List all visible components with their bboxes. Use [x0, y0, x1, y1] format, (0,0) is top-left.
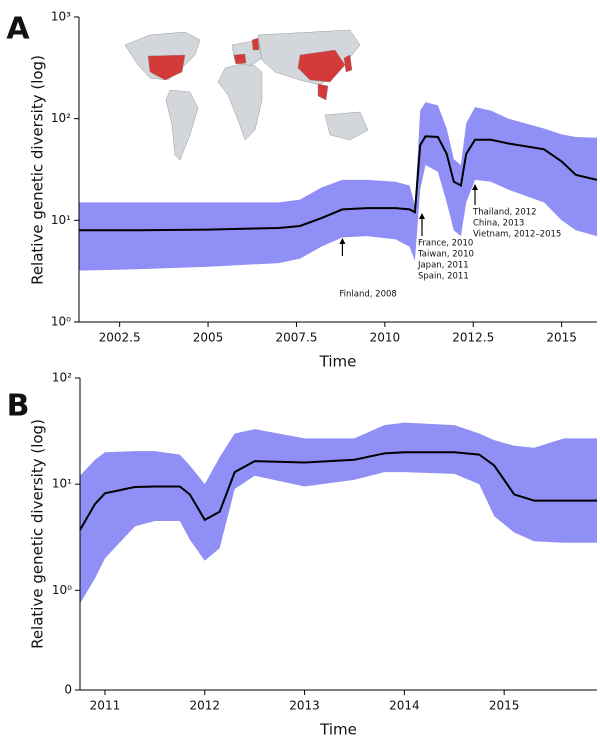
y-tick-label: 10⁰ [51, 315, 71, 329]
x-tick-label: 2007.5 [275, 331, 317, 345]
panel-label: B [7, 389, 30, 424]
y-axis-label: Relative genetic diversity (log) [29, 55, 47, 285]
y-tick-label: 10⁰ [52, 583, 72, 597]
arrow-head [339, 238, 346, 244]
x-axis-label: Time [319, 721, 357, 739]
y-tick-label: 10² [52, 371, 72, 385]
x-tick-label: 2012 [189, 699, 220, 713]
arrow-head [418, 213, 425, 219]
x-axis-label: Time [319, 353, 357, 371]
x-tick-label: 2012.5 [452, 331, 494, 345]
confidence-band [80, 422, 597, 604]
y-tick-label: 10³ [51, 10, 71, 24]
arrow-head [472, 184, 479, 190]
median-line [79, 451, 597, 531]
y-axis-label: Relative genetic diversity (log) [29, 419, 47, 649]
x-tick-label: 2014 [389, 699, 420, 713]
x-tick-label: 2011 [90, 699, 121, 713]
world-map [124, 29, 369, 161]
x-tick-label: 2010 [370, 331, 401, 345]
y-tick-label: 10² [51, 111, 71, 125]
y-tick-label: 10¹ [52, 477, 72, 491]
x-tick-label: 2002.5 [99, 331, 141, 345]
x-tick-label: 2015 [489, 699, 520, 713]
panel-label: A [6, 12, 30, 47]
y-tick-label: 10¹ [51, 213, 71, 227]
x-tick-label: 2013 [289, 699, 320, 713]
median-line [79, 135, 598, 232]
annotation: Japan, 2011 [417, 261, 469, 271]
annotation: France, 2010 [418, 239, 473, 249]
y-tick-label: 0 [64, 683, 72, 697]
x-tick-label: 2005 [193, 331, 224, 345]
annotation: Spain, 2011 [418, 272, 469, 282]
annotation: Finland, 2008 [339, 290, 396, 300]
annotation: Taiwan, 2010 [417, 250, 474, 260]
annotation: China, 2013 [473, 219, 524, 229]
annotation: Vietnam, 2012–2015 [473, 230, 561, 240]
x-tick-label: 2015 [546, 331, 577, 345]
confidence-band [79, 102, 597, 271]
annotation: Thailand, 2012 [472, 208, 537, 218]
